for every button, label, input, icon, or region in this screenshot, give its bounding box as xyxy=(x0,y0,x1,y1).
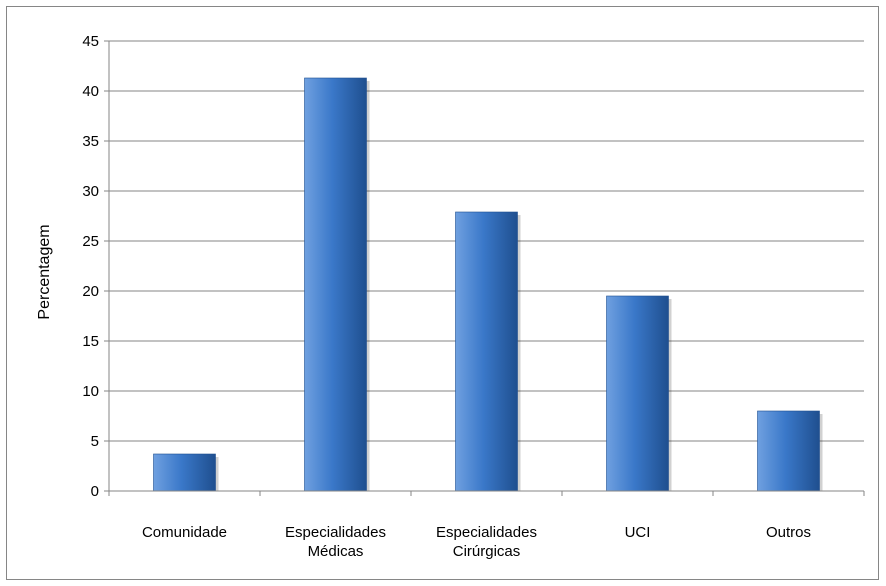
y-axis-title: Percentagem xyxy=(36,224,53,319)
axes xyxy=(108,41,865,496)
bar xyxy=(757,410,820,492)
y-tick-label: 40 xyxy=(82,83,99,100)
bars xyxy=(153,77,823,492)
chart-frame: 0 5 10 15 20 25 30 35 40 45 Comunidade Especialida… xyxy=(6,6,879,580)
bar xyxy=(153,453,216,492)
y-tick-label: 20 xyxy=(82,283,99,300)
bar xyxy=(304,77,367,492)
x-category-labels: Comunidade Especialidades Médicas Especiali… xyxy=(142,524,811,560)
y-tick-label: 30 xyxy=(82,183,99,200)
x-category-label: UCI xyxy=(625,524,651,541)
y-tick-label: 15 xyxy=(82,333,99,350)
y-tick-label: 25 xyxy=(82,233,99,250)
y-tick-label: 35 xyxy=(82,133,99,150)
y-tick-label: 0 xyxy=(91,483,99,500)
y-tick-labels: 0 5 10 15 20 25 30 35 40 45 xyxy=(82,33,99,500)
y-tick-label: 10 xyxy=(82,383,99,400)
x-category-label: Comunidade xyxy=(142,524,227,541)
x-category-label: Outros xyxy=(766,524,811,541)
x-category-label: Cirúrgicas xyxy=(453,543,521,560)
bar-chart: 0 5 10 15 20 25 30 35 40 45 Comunidade Especialida… xyxy=(36,33,865,560)
bar xyxy=(606,295,669,492)
x-category-label: Especialidades xyxy=(285,524,386,541)
x-category-label: Especialidades xyxy=(436,524,537,541)
bar xyxy=(455,211,518,492)
y-tick-label: 5 xyxy=(91,433,99,450)
y-tick-label: 45 xyxy=(82,33,99,50)
x-category-label: Médicas xyxy=(308,543,364,560)
